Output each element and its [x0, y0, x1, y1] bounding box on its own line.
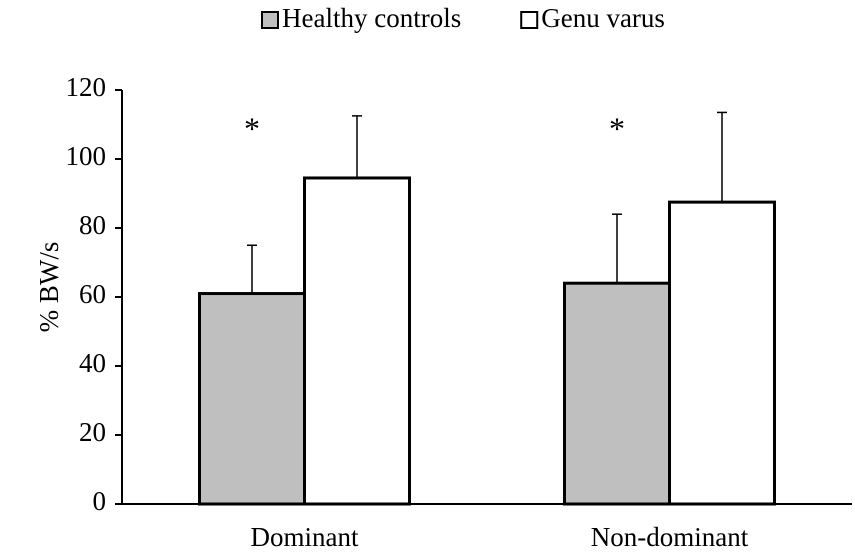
bar — [303, 176, 411, 506]
bar — [198, 292, 306, 506]
x-tick-label: Dominant — [251, 522, 359, 552]
y-tick-label: 100 — [66, 141, 107, 171]
bar — [563, 281, 671, 506]
legend-swatch — [520, 11, 539, 29]
legend-label: Healthy controls — [282, 3, 461, 33]
y-tick-label: 80 — [79, 210, 106, 240]
legend-swatch — [261, 11, 279, 29]
y-tick-label: 40 — [79, 348, 106, 378]
y-tick-label: 0 — [93, 486, 107, 516]
y-tick-label: 120 — [66, 72, 107, 102]
annotation: * — [609, 110, 625, 146]
annotation: * — [244, 110, 260, 146]
y-tick-label: 60 — [79, 279, 106, 309]
bar — [668, 200, 776, 506]
x-tick-label: Non-dominant — [591, 522, 749, 552]
legend-label: Genu varus — [541, 3, 665, 33]
y-axis-label: % BW/s — [34, 242, 64, 333]
y-tick-label: 20 — [79, 417, 106, 447]
